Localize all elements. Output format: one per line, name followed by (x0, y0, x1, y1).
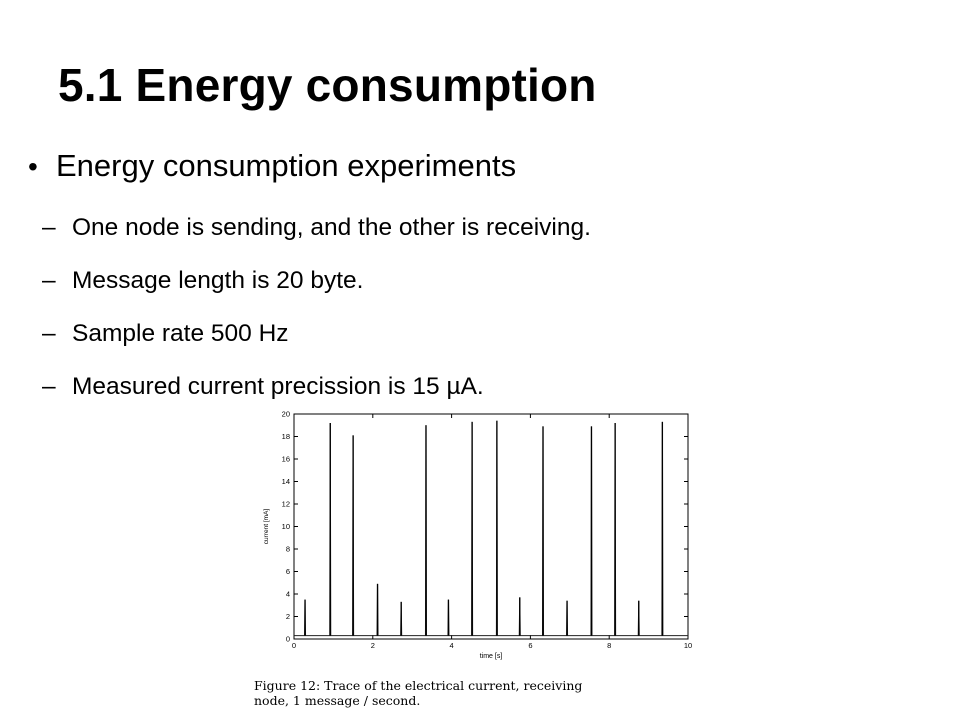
x-tick-label: 10 (684, 641, 692, 650)
sub-bullet-text: Measured current precission is 15 µA. (72, 373, 484, 400)
y-tick-label: 0 (286, 635, 290, 644)
x-tick-label: 6 (528, 641, 532, 650)
sub-bullet-item: – One node is sending, and the other is … (42, 214, 591, 242)
slide-title: 5.1 Energy consumption (58, 59, 597, 111)
x-tick-label: 4 (450, 641, 454, 650)
y-axis-title: current [mA] (263, 509, 270, 545)
sub-bullet-item: – Message length is 20 byte. (42, 267, 363, 295)
dash-icon: – (42, 267, 56, 294)
dash-icon: – (42, 214, 56, 241)
y-tick-label: 10 (282, 522, 290, 531)
bullet-list: • Energy consumption experiments (28, 148, 516, 184)
sub-bullet-text: Message length is 20 byte. (72, 267, 364, 294)
y-tick-label: 18 (282, 432, 290, 441)
y-tick-label: 14 (282, 477, 290, 486)
y-tick-label: 16 (282, 455, 290, 464)
bullet-text: Energy consumption experiments (56, 148, 517, 183)
figure-caption: Figure 12: Trace of the electrical curre… (254, 678, 714, 708)
x-tick-label: 0 (292, 641, 296, 650)
dash-icon: – (42, 373, 56, 400)
x-tick-label: 8 (607, 641, 611, 650)
y-tick-label: 6 (286, 567, 290, 576)
x-tick-label: 2 (371, 641, 375, 650)
current-trace-chart: 0 2 4 6 8 10 0 2 4 6 8 10 12 14 16 18 20 time [s] curren… (263, 410, 692, 661)
caption-line-1: Figure 12: Trace of the electrical curre… (254, 678, 583, 693)
caption-line-2: node, 1 message / second. (254, 693, 421, 708)
sub-bullet-item: – Measured current precission is 15 µA. (42, 373, 484, 400)
sub-bullet-item: – Sample rate 500 Hz (42, 320, 289, 348)
y-tick-label: 12 (282, 500, 290, 509)
figure: 0 2 4 6 8 10 0 2 4 6 8 10 12 14 16 18 20 time [s] curren… (240, 402, 710, 712)
dash-icon: – (42, 320, 56, 347)
sub-bullet-text: Sample rate 500 Hz (72, 320, 289, 347)
y-tick-label: 2 (286, 612, 290, 621)
bullet-item: • Energy consumption experiments (28, 148, 516, 184)
sub-bullet-text: One node is sending, and the other is re… (72, 214, 591, 241)
y-tick-label: 20 (282, 410, 290, 419)
y-tick-label: 4 (286, 590, 290, 599)
y-tick-label: 8 (286, 545, 290, 554)
x-axis-title: time [s] (480, 653, 503, 660)
bullet-dot-icon: • (28, 151, 38, 182)
